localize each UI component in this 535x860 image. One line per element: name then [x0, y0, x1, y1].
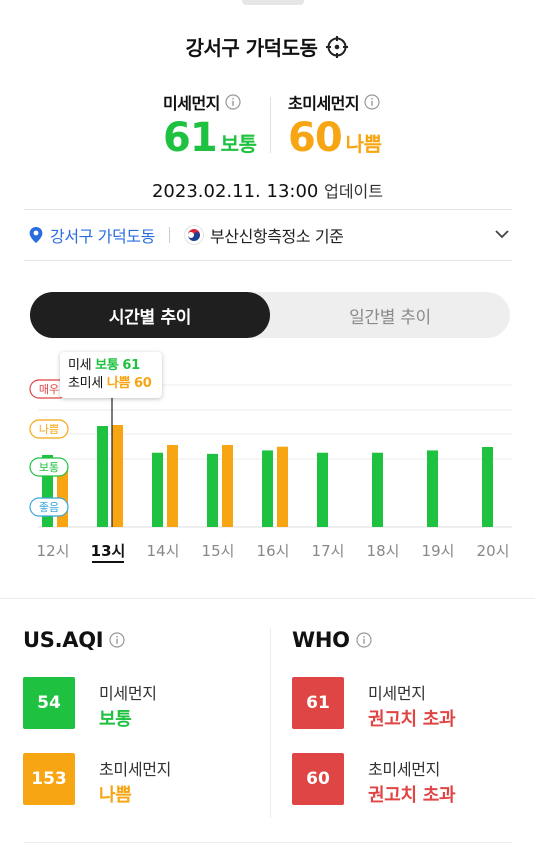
grade-pill: [29, 419, 69, 439]
location-pin-icon: [29, 227, 43, 243]
us-aqi-pm25-name: 초미세먼지: [99, 760, 172, 779]
pm10-bar: [372, 452, 383, 527]
pm10-bar: [152, 452, 163, 527]
current-location-icon[interactable]: [325, 35, 349, 59]
who-pm10-value: 61: [292, 677, 344, 729]
x-tick-label: 16시: [257, 542, 290, 560]
us-aqi-pm10: 54 미세먼지 보통: [23, 677, 243, 731]
trend-tab-group: 시간별 추이 일간별 추이: [30, 292, 510, 338]
drag-handle[interactable]: [242, 0, 304, 5]
pm10-bar: [482, 447, 493, 527]
tab-hourly[interactable]: 시간별 추이: [30, 292, 270, 338]
x-tick-label: 12시: [37, 542, 70, 560]
pm25-bar: [222, 445, 233, 527]
location-title: 강서구 가덕도동: [185, 36, 318, 60]
tab-daily[interactable]: 일간별 추이: [349, 307, 431, 328]
who-pm25-grade: 권고치 초과: [368, 785, 456, 806]
us-aqi-pm25-grade: 나쁨: [99, 785, 132, 806]
pm25-label: 초미세먼지: [288, 94, 360, 113]
pm10-bar: [207, 453, 218, 527]
pm10-bar: [262, 450, 273, 527]
pm10-bar: [97, 426, 108, 527]
pm25-bar: [277, 446, 288, 527]
location-selector[interactable]: 강서구 가덕도동 부산신항측정소 기준: [24, 209, 512, 261]
pm25-bar: [57, 465, 68, 527]
location-header: 강서구 가덕도동: [0, 32, 535, 61]
section-divider: [0, 598, 535, 599]
us-aqi-pm10-grade: 보통: [99, 709, 132, 730]
x-tick-label: 15시: [202, 542, 235, 560]
us-aqi-pm10-name: 미세먼지: [99, 684, 157, 703]
info-icon[interactable]: [356, 632, 372, 648]
grade-pill-label: 좋음: [39, 501, 59, 514]
us-aqi-pm25: 153 초미세먼지 나쁨: [23, 753, 243, 807]
pm10-bar: [317, 452, 328, 527]
tooltip-pm10-grade: 보통: [95, 358, 119, 373]
pm25-value: 60: [288, 115, 343, 161]
pm10-grade: 보통: [220, 132, 257, 156]
selected-location[interactable]: 강서구 가덕도동: [50, 227, 155, 246]
tooltip-pm10-value: 61: [122, 358, 140, 373]
who-pm25-value: 60: [292, 753, 344, 805]
pm25-bar: [112, 425, 123, 527]
x-tick-label: 18시: [367, 542, 400, 560]
update-timestamp: 2023.02.11. 13:00: [151, 181, 319, 202]
divider: [168, 227, 170, 243]
x-tick-label: 20시: [477, 542, 510, 560]
grade-pill: [29, 497, 69, 517]
who-title: WHO: [292, 628, 350, 652]
who-pm10-grade: 권고치 초과: [368, 709, 456, 730]
pm10-bar: [427, 450, 438, 527]
us-aqi-pm10-value: 54: [23, 677, 75, 729]
grade-pill: [29, 457, 69, 477]
x-tick-label: 14시: [147, 542, 180, 560]
tooltip-pm25-value: 60: [134, 376, 152, 391]
tooltip-pm25-label: 초미세: [68, 376, 103, 391]
x-tick-label: 17시: [312, 542, 345, 560]
who-heading: WHO: [292, 628, 372, 652]
who-pm25: 60 초미세먼지 권고치 초과: [292, 753, 512, 807]
us-aqi-heading: US.AQI: [23, 628, 125, 652]
info-icon[interactable]: [364, 94, 380, 110]
info-icon[interactable]: [225, 94, 241, 110]
us-aqi-pm25-value: 153: [23, 753, 75, 805]
who-pm10: 61 미세먼지 권고치 초과: [292, 677, 512, 731]
pm10-bar: [42, 455, 53, 527]
pm10-label: 미세먼지: [163, 94, 220, 113]
bottom-divider: [24, 842, 512, 843]
x-tick-label: 13시: [91, 542, 126, 560]
x-tick-label: 19시: [422, 542, 455, 560]
pm10-value: 61: [163, 115, 218, 161]
measuring-station: 부산신항측정소 기준: [209, 227, 344, 246]
pm25-grade: 나쁨: [345, 132, 382, 156]
pm25-summary: 초미세먼지 60 나쁨: [288, 90, 428, 158]
us-aqi-title: US.AQI: [23, 628, 104, 652]
info-icon[interactable]: [109, 632, 125, 648]
update-time: 2023.02.11. 13:00 업데이트: [0, 178, 535, 202]
chart-tooltip: 미세 보통 61 초미세 나쁨 60: [60, 352, 162, 398]
column-divider: [270, 628, 271, 818]
grade-pill-label: 보통: [39, 461, 59, 474]
korea-flag-icon: [184, 225, 204, 245]
chevron-down-icon[interactable]: [494, 226, 510, 242]
pm25-bar: [167, 445, 178, 527]
update-suffix: 업데이트: [324, 182, 383, 201]
divider: [270, 97, 271, 153]
tooltip-row-pm10: 미세 보통 61: [68, 357, 162, 375]
tooltip-row-pm25: 초미세 나쁨 60: [68, 375, 162, 393]
grade-pill-label: 매우: [39, 383, 59, 396]
who-pm25-name: 초미세먼지: [368, 760, 441, 779]
who-pm10-name: 미세먼지: [368, 684, 426, 703]
pm10-summary: 미세먼지 61 보통: [163, 90, 303, 158]
tooltip-pm25-grade: 나쁨: [106, 376, 131, 391]
grade-pill-label: 나쁨: [39, 423, 59, 436]
tooltip-pm10-label: 미세: [68, 358, 92, 373]
